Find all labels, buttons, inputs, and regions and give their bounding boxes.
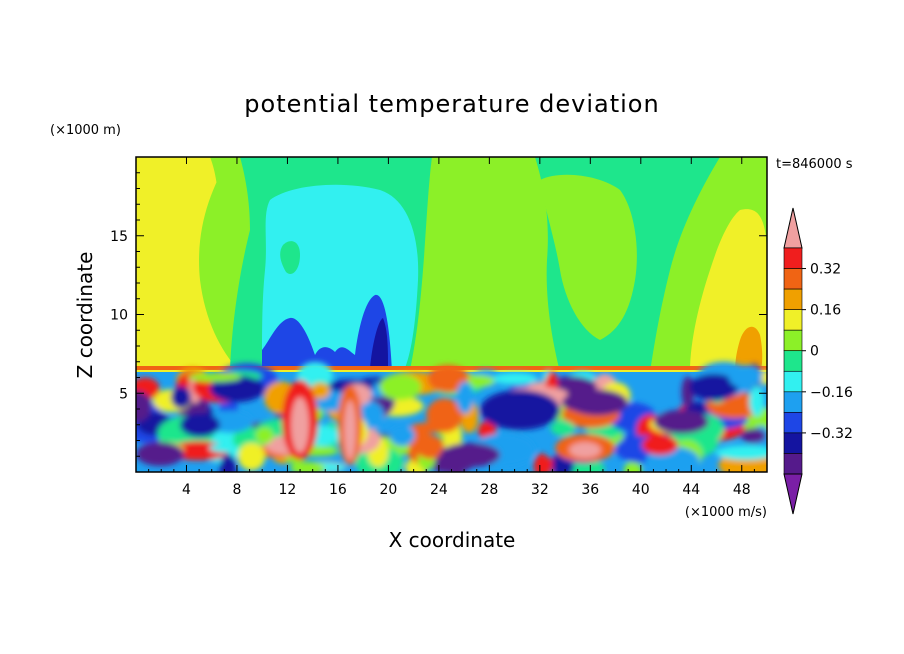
lower-contour-cell	[493, 372, 537, 385]
lower-contour-cell	[209, 443, 240, 453]
mid-yellow-band	[410, 157, 565, 372]
lower-contour-cell	[389, 425, 415, 446]
colorbar-segment	[783, 329, 803, 352]
lower-contour-cell	[728, 365, 763, 389]
colorbar-tick-label: 0.32	[810, 262, 841, 278]
lower-contour-cell	[187, 373, 242, 382]
colorbar-segment	[783, 412, 803, 434]
lower-contour-cell	[715, 445, 767, 460]
lower-contour-cell	[237, 442, 266, 471]
lower-contour-field	[136, 361, 767, 472]
colorbar-segment	[783, 247, 803, 269]
x-axis-label: X coordinate	[389, 528, 516, 552]
lower-contour-cell	[180, 413, 220, 437]
x-tick-label: 44	[682, 482, 700, 498]
blue-core	[370, 318, 388, 368]
lower-contour-cell	[426, 398, 463, 433]
lower-contour-cell	[170, 386, 191, 409]
time-label: t=846000 s	[776, 157, 853, 172]
y-tick-label: 5	[119, 386, 128, 402]
lower-contour-cell	[379, 374, 422, 401]
lower-contour-cell	[290, 461, 326, 472]
colorbar-tick-label: −0.32	[810, 426, 853, 442]
left-warm-region	[136, 157, 240, 372]
x-tick-label: 20	[379, 482, 397, 498]
right-inner-green	[540, 174, 637, 340]
colorbar-segment	[783, 288, 803, 310]
upper-contour-field	[136, 157, 767, 372]
plot-area	[136, 157, 767, 472]
colorbar-segment	[783, 432, 803, 454]
x-tick-label: 4	[182, 482, 191, 498]
lower-contour-cell	[456, 381, 474, 414]
colorbar-segment	[783, 370, 803, 393]
chart-title: potential temperature deviation	[244, 90, 659, 118]
lower-contour-cell	[209, 375, 265, 403]
lower-contour-cell	[136, 442, 184, 466]
lower-contour-cell	[623, 460, 642, 472]
lower-contour-cell	[291, 397, 309, 453]
colorbar-segment	[783, 309, 803, 331]
x-tick-label: 16	[329, 482, 347, 498]
lower-contour-cell	[219, 453, 237, 472]
lower-contour-cell	[440, 443, 500, 467]
lower-contour-cell	[255, 427, 274, 444]
lower-contour-cell	[689, 373, 739, 401]
x-tick-label: 32	[531, 482, 549, 498]
blue-cells	[262, 294, 392, 372]
x-tick-label: 28	[480, 482, 498, 498]
lower-contour-cell	[416, 435, 444, 459]
colorbar-tick-label: 0	[810, 344, 819, 360]
lower-contour-cell	[653, 409, 709, 434]
lower-contour-cell	[136, 390, 152, 422]
lower-contour-cell	[344, 400, 356, 460]
lower-contour-cell	[550, 420, 575, 436]
colorbar: 0.32 0.16 0 −0.16 −0.32	[783, 207, 853, 515]
x-tick-label: 24	[430, 482, 448, 498]
lower-contour-cell	[569, 442, 601, 458]
colorbar-min-triangle	[783, 473, 803, 515]
x-tick-label: 40	[632, 482, 650, 498]
colorbar-tick-label: −0.16	[810, 385, 853, 401]
y-tick-label: 10	[110, 308, 128, 324]
colorbar-segment	[783, 391, 803, 413]
colorbar-max-triangle	[783, 207, 803, 249]
lower-contour-cell	[749, 386, 765, 417]
x-unit-label: (×1000 m/s)	[685, 505, 767, 520]
lower-contour-cell	[740, 428, 766, 444]
y-unit-label: (×1000 m)	[50, 123, 121, 138]
colorbar-tick-label: 0.16	[810, 303, 841, 319]
y-axis-label: Z coordinate	[73, 252, 97, 379]
lower-contour-cell	[310, 382, 330, 400]
x-tick-label: 8	[232, 482, 241, 498]
y-axis: 5 10 15	[110, 172, 767, 457]
right-orange-patch	[735, 326, 763, 372]
x-tick-label: 48	[733, 482, 751, 498]
x-tick-label: 12	[279, 482, 297, 498]
left-cyan-blob	[280, 241, 300, 275]
lower-contour-cell	[533, 453, 551, 472]
colorbar-segment	[783, 350, 803, 372]
lower-contour-cell	[480, 390, 560, 430]
lower-contour-cell	[427, 364, 469, 393]
colorbar-segment	[783, 268, 803, 290]
lower-contour-cell	[642, 435, 678, 455]
x-axis: 4 8 12 16 20 24 28 32 36 40 44 48	[148, 157, 755, 498]
colorbar-segment	[783, 453, 803, 475]
x-tick-label: 36	[581, 482, 599, 498]
y-tick-label: 15	[110, 229, 128, 245]
